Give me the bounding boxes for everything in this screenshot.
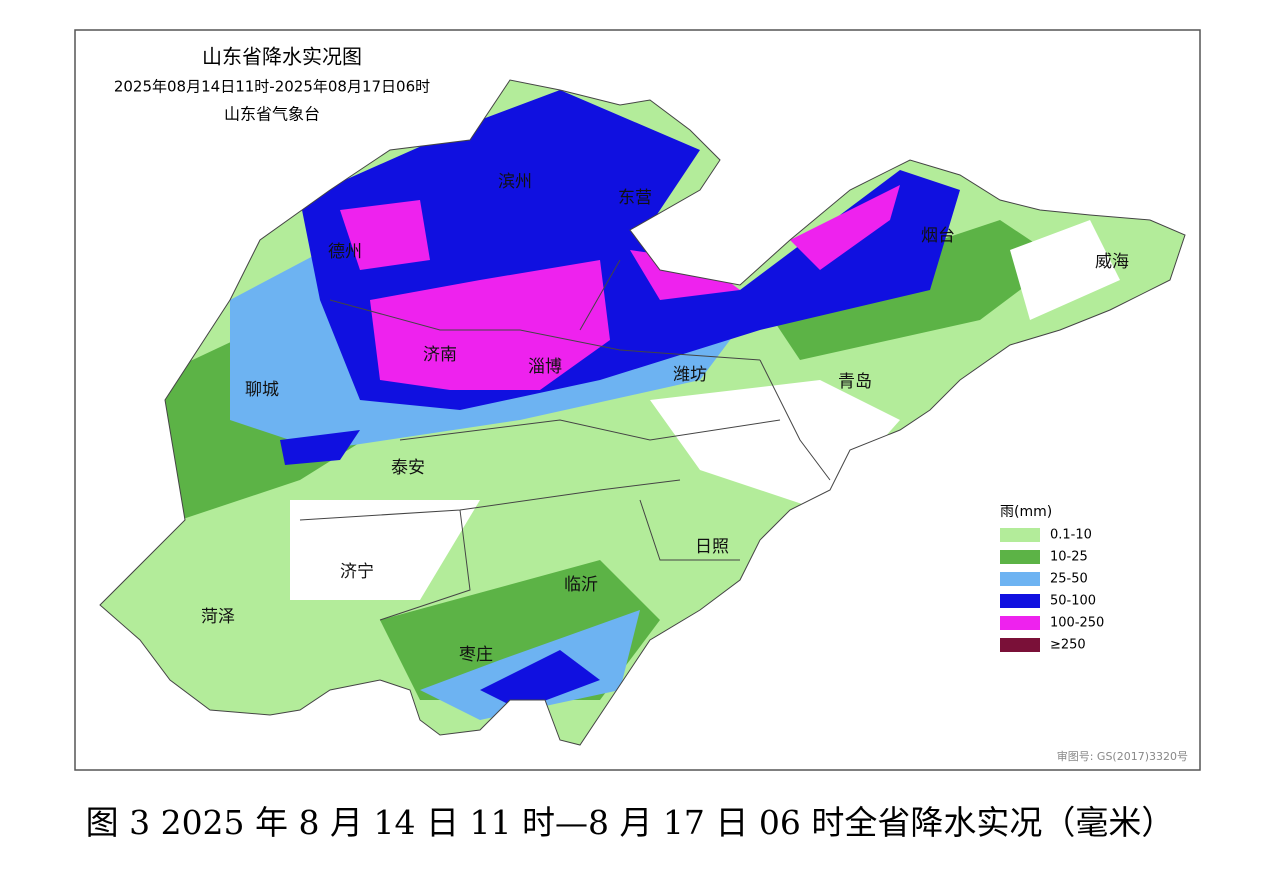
city-label: 聊城	[245, 380, 279, 400]
city-label: 潍坊	[673, 365, 707, 385]
legend-swatch	[1000, 616, 1040, 630]
map-title: 山东省降水实况图	[202, 45, 362, 69]
city-label: 滨州	[498, 172, 532, 192]
city-label: 烟台	[921, 226, 955, 246]
legend-label: 10-25	[1050, 550, 1088, 565]
legend-swatch	[1000, 550, 1040, 564]
caption: 图 3 2025 年 8 月 14 日 11 时—8 月 17 日 06 时全省…	[86, 803, 1175, 842]
legend-swatch	[1000, 638, 1040, 652]
city-label: 临沂	[564, 575, 598, 595]
map-subtitle: 2025年08月14日11时-2025年08月17日06时	[114, 78, 430, 96]
city-label: 济南	[423, 345, 457, 365]
legend-swatch	[1000, 528, 1040, 542]
city-label: 德州	[328, 242, 362, 262]
city-label: 泰安	[391, 458, 425, 478]
city-borders	[299, 259, 831, 621]
legend: 雨(mm) 0.1-10 10-25 25-50 50-100 100-250 ≥250	[1000, 504, 1104, 653]
city-label: 济宁	[340, 562, 374, 582]
legend-label: ≥250	[1050, 638, 1086, 653]
review-number: 审图号: GS(2017)3320号	[1057, 749, 1188, 763]
city-label: 枣庄	[459, 645, 493, 665]
city-label: 青岛	[838, 372, 872, 392]
legend-swatch	[1000, 572, 1040, 586]
map-agency: 山东省气象台	[224, 105, 320, 124]
city-label: 淄博	[528, 357, 562, 377]
legend-label: 25-50	[1050, 572, 1088, 587]
legend-swatch	[1000, 594, 1040, 608]
city-label: 日照	[695, 537, 729, 557]
city-label: 菏泽	[201, 607, 235, 627]
city-label: 东营	[618, 188, 652, 208]
legend-title: 雨(mm)	[1000, 504, 1052, 520]
legend-label: 100-250	[1050, 616, 1104, 631]
legend-label: 50-100	[1050, 594, 1096, 609]
city-label: 威海	[1095, 252, 1129, 272]
legend-label: 0.1-10	[1050, 528, 1092, 543]
